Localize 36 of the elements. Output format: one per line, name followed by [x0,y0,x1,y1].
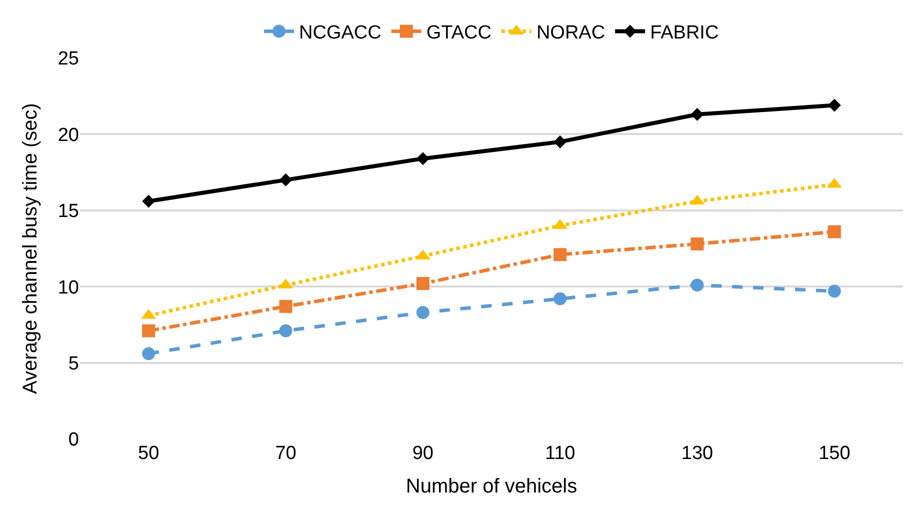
legend-label: NORAC [536,22,606,44]
x-tick-label: 110 [544,443,576,464]
point [828,284,841,298]
point [690,237,704,250]
point [279,324,292,338]
legend-label: GTACC [426,22,492,44]
point [416,277,430,290]
point [554,248,567,262]
point [828,225,841,238]
y-tick-label: 10 [58,277,79,298]
legend-label: FABRIC [650,22,719,44]
point [142,194,156,208]
y-tick-label: 25 [58,48,79,70]
legend-label: NCGACC [299,22,382,44]
point [279,173,292,186]
y-tick-label: 5 [68,353,79,374]
point [416,152,430,166]
point [279,300,292,313]
point [690,278,704,292]
point [142,324,156,338]
x-axis-title: Number of vehicels [406,476,578,498]
x-tick-label: 50 [138,443,160,464]
x-tick-label: 130 [681,443,714,464]
point [828,98,841,112]
y-tick-label: 20 [58,124,79,146]
y-tick-label: 0 [68,430,79,451]
y-tick-label: 15 [58,201,79,222]
point [416,306,430,320]
point [690,108,704,121]
x-tick-label: 150 [818,443,850,464]
point [554,135,567,148]
y-axis-title: Average channel busy time (sec) [19,103,42,394]
x-tick-label: 90 [412,443,434,464]
point [554,292,567,306]
x-tick-label: 70 [275,443,296,464]
point [142,347,156,360]
